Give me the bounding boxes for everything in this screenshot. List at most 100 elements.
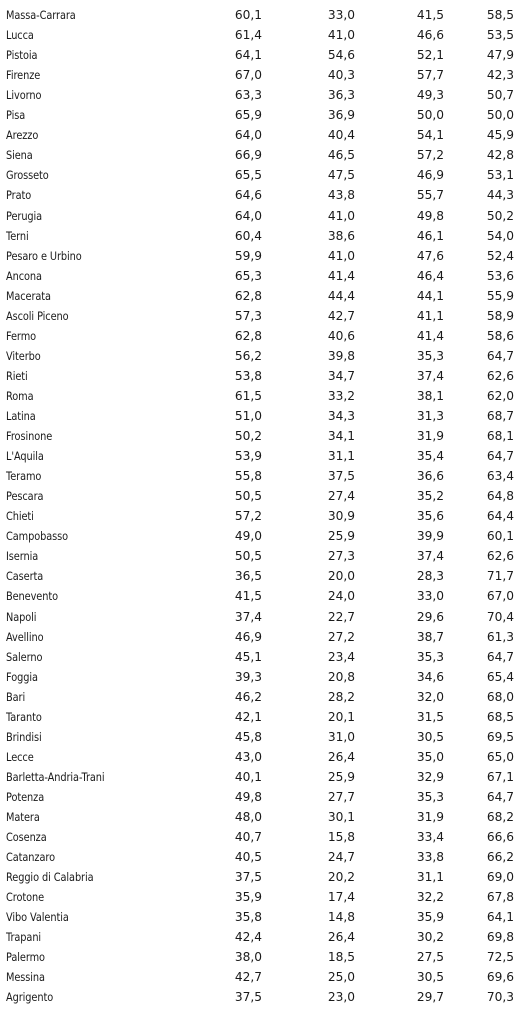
value-col-3: 35,3: [416, 649, 444, 664]
value-col-1: 38,0: [234, 950, 262, 965]
value-col-2: 36,3: [327, 88, 355, 103]
value-col-4: 69,0: [486, 870, 514, 885]
value-col-3: 31,3: [416, 409, 444, 423]
province-name: Matera: [6, 810, 40, 824]
province-name: Lucca: [6, 28, 34, 43]
value-col-1: 40,5: [234, 850, 262, 865]
value-col-1: 46,2: [234, 689, 262, 704]
value-col-2: 25,0: [327, 970, 355, 985]
province-name: Frosinone: [6, 429, 53, 444]
table-row: Benevento 41,5 24,0 33,0 67,0: [0, 586, 527, 606]
province-name: Reggio di Calabria: [6, 870, 94, 885]
value-col-1: 50,5: [234, 549, 262, 564]
value-col-1: 50,5: [234, 489, 262, 504]
value-col-2: 43,8: [327, 188, 355, 203]
value-col-1: 62,8: [234, 288, 262, 303]
value-col-3: 38,7: [416, 629, 444, 644]
province-name: Isernia: [6, 549, 39, 564]
value-col-2: 22,7: [327, 609, 355, 624]
table-row: Arezzo 64,0 40,4 54,1 45,9: [0, 125, 527, 145]
value-col-3: 31,5: [416, 709, 444, 724]
value-col-3: 57,2: [416, 148, 444, 163]
value-col-2: 46,5: [327, 148, 355, 163]
value-col-1: 65,3: [234, 268, 262, 283]
value-col-4: 53,5: [486, 28, 514, 43]
value-col-4: 68,1: [486, 429, 514, 444]
province-name: Grosseto: [6, 168, 49, 183]
value-col-1: 61,4: [234, 28, 262, 43]
province-name: Chieti: [6, 509, 34, 524]
value-col-2: 34,7: [327, 368, 355, 383]
value-col-2: 33,0: [327, 8, 355, 22]
table-row: Potenza 49,8 27,7 35,3 64,7: [0, 787, 527, 807]
value-col-2: 27,2: [327, 629, 355, 644]
table-row: Messina 42,7 25,0 30,5 69,6: [0, 967, 527, 987]
value-col-4: 50,7: [486, 88, 514, 103]
table-row: Avellino 46,9 27,2 38,7 61,3: [0, 627, 527, 647]
province-name: Crotone: [6, 890, 45, 905]
table-row: Pescara 50,5 27,4 35,2 64,8: [0, 486, 527, 506]
value-col-2: 15,8: [327, 830, 355, 845]
value-col-4: 64,7: [486, 649, 514, 664]
value-col-4: 63,4: [486, 469, 514, 484]
value-col-2: 31,1: [327, 449, 355, 464]
value-col-3: 35,9: [416, 910, 444, 925]
value-col-3: 52,1: [416, 48, 444, 63]
value-col-4: 50,2: [486, 208, 514, 223]
value-col-3: 41,1: [416, 308, 444, 323]
province-name: Agrigento: [6, 990, 54, 1005]
value-col-2: 17,4: [327, 890, 355, 905]
province-name: Siena: [6, 148, 33, 163]
value-col-3: 30,5: [416, 970, 444, 985]
table-row: Palermo 38,0 18,5 27,5 72,5: [0, 947, 527, 967]
value-col-4: 68,7: [486, 409, 514, 423]
province-name: Salerno: [6, 649, 43, 664]
table-row: Pistoia 64,1 54,6 52,1 47,9: [0, 45, 527, 65]
value-col-4: 64,8: [486, 489, 514, 504]
value-col-3: 32,9: [416, 769, 444, 784]
value-col-4: 71,7: [486, 569, 514, 584]
value-col-3: 38,1: [416, 388, 444, 403]
province-name: Pistoia: [6, 48, 38, 63]
value-col-2: 14,8: [327, 910, 355, 925]
province-name: Arezzo: [6, 128, 39, 143]
value-col-2: 25,9: [327, 529, 355, 544]
province-name: Ancona: [6, 268, 42, 283]
province-name: Prato: [6, 188, 32, 203]
value-col-2: 27,7: [327, 789, 355, 804]
value-col-4: 54,0: [486, 228, 514, 243]
value-col-2: 23,0: [327, 990, 355, 1005]
table-row: Bari 46,2 28,2 32,0 68,0: [0, 687, 527, 707]
value-col-1: 56,2: [234, 348, 262, 363]
province-name: Benevento: [6, 589, 58, 604]
value-col-3: 55,7: [416, 188, 444, 203]
value-col-1: 45,8: [234, 729, 262, 744]
table-row: Catanzaro 40,5 24,7 33,8 66,2: [0, 847, 527, 867]
value-col-4: 66,2: [486, 850, 514, 865]
table-row: Livorno 63,3 36,3 49,3 50,7: [0, 85, 527, 105]
value-col-4: 70,3: [486, 990, 514, 1005]
province-name: Viterbo: [6, 348, 41, 363]
value-col-2: 54,6: [327, 48, 355, 63]
table-row: Ancona 65,3 41,4 46,4 53,6: [0, 266, 527, 286]
table-row: Lecce 43,0 26,4 35,0 65,0: [0, 747, 527, 767]
value-col-3: 41,4: [416, 328, 444, 343]
value-col-3: 36,6: [416, 469, 444, 484]
value-col-1: 57,3: [234, 308, 262, 323]
province-name: Teramo: [6, 469, 42, 484]
province-name: Roma: [6, 388, 34, 403]
value-col-2: 20,1: [327, 709, 355, 724]
value-col-4: 58,6: [486, 328, 514, 343]
value-col-2: 27,3: [327, 549, 355, 564]
province-name: Trapani: [6, 930, 42, 945]
value-col-4: 64,1: [486, 910, 514, 925]
province-name: Caserta: [6, 569, 44, 584]
value-col-4: 67,1: [486, 769, 514, 784]
value-col-2: 42,7: [327, 308, 355, 323]
value-col-2: 30,1: [327, 810, 355, 824]
value-col-4: 62,6: [486, 368, 514, 383]
value-col-1: 35,9: [234, 890, 262, 905]
value-col-2: 38,6: [327, 228, 355, 243]
value-col-3: 35,2: [416, 489, 444, 504]
